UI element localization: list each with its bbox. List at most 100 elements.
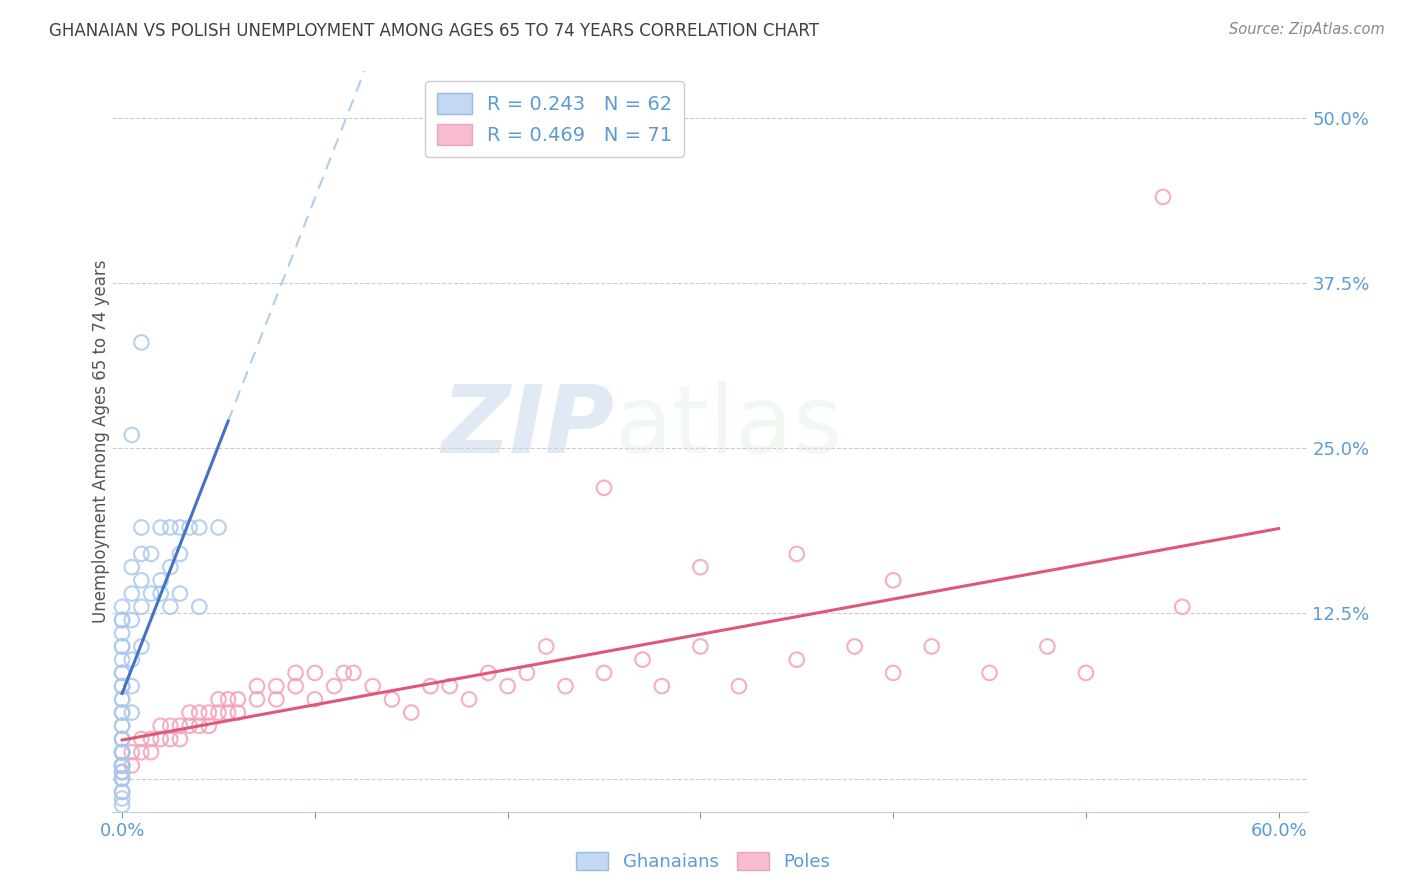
Point	[111, 785, 134, 799]
Text: atlas: atlas	[614, 381, 842, 473]
Point	[217, 706, 239, 720]
Point	[121, 679, 143, 693]
Point	[266, 692, 288, 706]
Point	[786, 653, 808, 667]
Point	[159, 719, 181, 733]
Point	[111, 640, 134, 654]
Point	[207, 692, 229, 706]
Point	[882, 665, 904, 680]
Point	[207, 706, 229, 720]
Point	[159, 731, 181, 746]
Y-axis label: Unemployment Among Ages 65 to 74 years: Unemployment Among Ages 65 to 74 years	[93, 260, 110, 624]
Point	[554, 679, 576, 693]
Point	[111, 640, 134, 654]
Point	[333, 665, 356, 680]
Legend: R = 0.243   N = 62, R = 0.469   N = 71: R = 0.243 N = 62, R = 0.469 N = 71	[425, 81, 685, 156]
Point	[111, 758, 134, 772]
Point	[496, 679, 519, 693]
Point	[121, 706, 143, 720]
Point	[534, 640, 557, 654]
Point	[111, 613, 134, 627]
Point	[111, 758, 134, 772]
Point	[111, 758, 134, 772]
Point	[439, 679, 461, 693]
Point	[844, 640, 866, 654]
Point	[111, 758, 134, 772]
Point	[139, 586, 162, 600]
Point	[111, 791, 134, 805]
Point	[593, 481, 616, 495]
Point	[179, 706, 201, 720]
Point	[689, 640, 711, 654]
Point	[477, 665, 499, 680]
Point	[1152, 190, 1174, 204]
Point	[284, 679, 307, 693]
Point	[111, 653, 134, 667]
Point	[111, 731, 134, 746]
Point	[188, 706, 211, 720]
Point	[401, 706, 423, 720]
Point	[361, 679, 384, 693]
Point	[111, 765, 134, 780]
Point	[169, 731, 191, 746]
Point	[516, 665, 538, 680]
Text: GHANAIAN VS POLISH UNEMPLOYMENT AMONG AGES 65 TO 74 YEARS CORRELATION CHART: GHANAIAN VS POLISH UNEMPLOYMENT AMONG AG…	[49, 22, 820, 40]
Point	[207, 520, 229, 534]
Point	[131, 335, 153, 350]
Point	[159, 599, 181, 614]
Point	[111, 772, 134, 786]
Point	[304, 692, 326, 706]
Point	[111, 719, 134, 733]
Text: Source: ZipAtlas.com: Source: ZipAtlas.com	[1229, 22, 1385, 37]
Point	[139, 547, 162, 561]
Point	[188, 599, 211, 614]
Point	[111, 765, 134, 780]
Point	[131, 574, 153, 588]
Point	[246, 679, 269, 693]
Point	[159, 560, 181, 574]
Point	[131, 731, 153, 746]
Point	[111, 745, 134, 759]
Point	[111, 626, 134, 640]
Point	[121, 653, 143, 667]
Point	[111, 706, 134, 720]
Point	[342, 665, 364, 680]
Point	[131, 599, 153, 614]
Point	[198, 706, 221, 720]
Point	[131, 547, 153, 561]
Point	[381, 692, 404, 706]
Point	[159, 520, 181, 534]
Point	[121, 758, 143, 772]
Point	[1074, 665, 1097, 680]
Point	[188, 520, 211, 534]
Point	[121, 428, 143, 442]
Point	[169, 586, 191, 600]
Point	[149, 574, 172, 588]
Point	[149, 520, 172, 534]
Point	[111, 745, 134, 759]
Point	[169, 520, 191, 534]
Point	[226, 706, 249, 720]
Point	[882, 574, 904, 588]
Point	[323, 679, 346, 693]
Point	[304, 665, 326, 680]
Point	[111, 758, 134, 772]
Point	[111, 719, 134, 733]
Point	[111, 665, 134, 680]
Point	[111, 758, 134, 772]
Point	[169, 719, 191, 733]
Point	[111, 679, 134, 693]
Point	[111, 731, 134, 746]
Point	[139, 745, 162, 759]
Point	[179, 520, 201, 534]
Point	[111, 745, 134, 759]
Point	[121, 560, 143, 574]
Point	[188, 719, 211, 733]
Point	[689, 560, 711, 574]
Point	[149, 719, 172, 733]
Point	[246, 692, 269, 706]
Point	[111, 785, 134, 799]
Point	[111, 745, 134, 759]
Point	[121, 745, 143, 759]
Point	[179, 719, 201, 733]
